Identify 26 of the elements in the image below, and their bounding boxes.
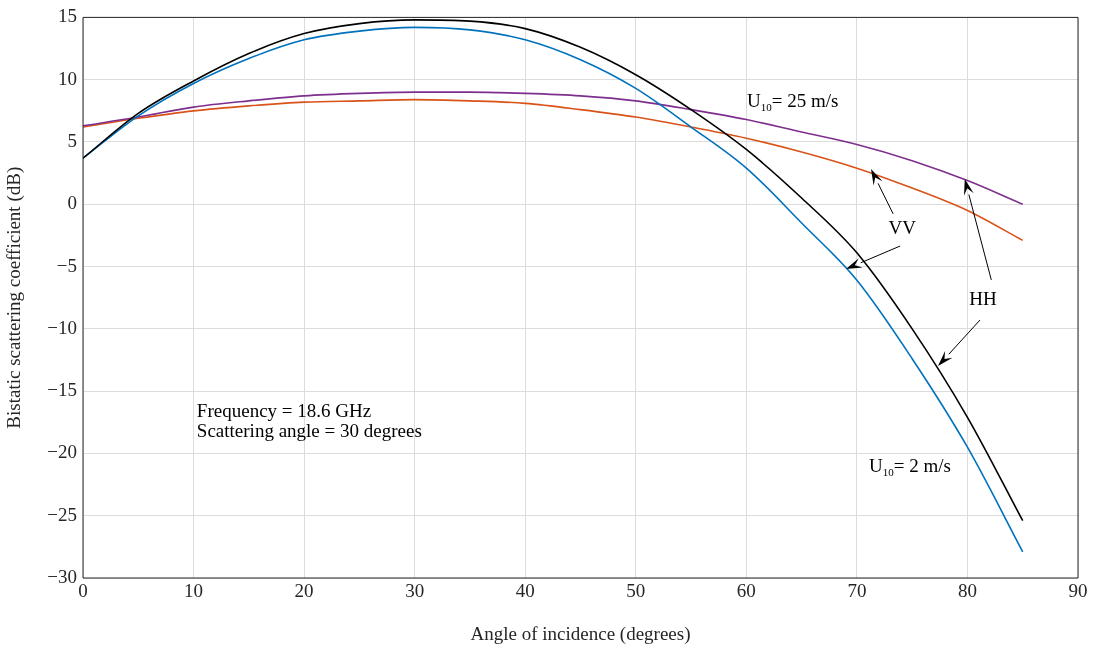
annotation: Frequency = 18.6 GHz: [196, 400, 372, 422]
x-tick-label: 10: [184, 580, 204, 602]
annotation: Scattering angle = 30 degrees: [196, 420, 422, 442]
annotation: VV: [888, 217, 917, 239]
y-tick-label: 5: [67, 129, 77, 151]
x-tick-label: 40: [515, 580, 535, 602]
x-tick-label: 90: [1068, 580, 1088, 602]
y-tick-label: 15: [58, 5, 77, 27]
x-tick-label: 50: [626, 580, 646, 602]
annotation: HH: [969, 288, 997, 310]
y-tick-label: −25: [47, 503, 77, 525]
x-tick-label: 20: [294, 580, 314, 602]
x-tick-label: 30: [405, 580, 425, 602]
x-axis-title: Angle of incidence (degrees): [470, 622, 691, 645]
y-tick-label: 10: [58, 67, 77, 89]
y-tick-label: −30: [47, 565, 77, 587]
x-tick-label: 80: [957, 580, 977, 602]
y-axis-title: Bistatic scattering coefficient (dB): [3, 166, 26, 429]
y-tick-label: −5: [56, 254, 77, 276]
x-tick-label: 70: [847, 580, 867, 602]
line-series: [83, 91, 1024, 206]
y-tick-label: −15: [47, 379, 77, 401]
y-tick-label: 0: [67, 192, 77, 214]
x-tick-label: 60: [736, 580, 756, 602]
y-tick-label: −10: [47, 316, 77, 338]
y-tick-label: −20: [47, 441, 77, 463]
